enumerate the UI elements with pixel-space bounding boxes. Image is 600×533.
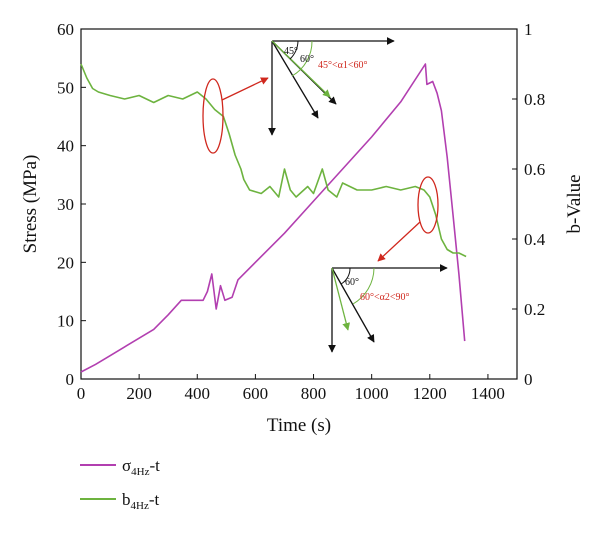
annotation-ellipse-top xyxy=(202,78,224,154)
y-left-tick-label: 30 xyxy=(57,195,74,214)
x-tick-label: 0 xyxy=(77,384,86,403)
x-axis-title: Time (s) xyxy=(267,415,331,436)
x-tick-label: 400 xyxy=(185,384,211,403)
x-axis-ticks: 0 200 400 600 800 1000 1200 1400 xyxy=(77,374,505,403)
y-left-tick-label: 50 xyxy=(57,78,74,97)
x-tick-label: 1200 xyxy=(413,384,447,403)
annotation-ellipse-bottom xyxy=(417,176,439,234)
y-left-tick-label: 40 xyxy=(57,137,74,156)
y-right-tick-label: 0.8 xyxy=(524,90,545,109)
y-right-axis-ticks: 0 0.2 0.4 0.6 0.8 1 xyxy=(512,20,546,389)
annotation-bottom: 60° 60°<α2<90° xyxy=(328,176,448,353)
y-left-axis-title: Stress (MPa) xyxy=(20,155,41,254)
y-left-tick-label: 10 xyxy=(57,312,74,331)
y-right-tick-label: 0.2 xyxy=(524,300,545,319)
x-tick-label: 200 xyxy=(126,384,152,403)
y-right-tick-label: 0.6 xyxy=(524,160,545,179)
series-line-1 xyxy=(80,63,467,258)
annotation-vector-green-bottom xyxy=(331,267,351,331)
annotation-top: 45° 60° 45°<α1<60° xyxy=(202,37,395,154)
y-left-tick-label: 20 xyxy=(57,253,74,272)
legend: σ4Hz-t b4Hz-t xyxy=(80,456,160,512)
legend-label-stress: σ4Hz-t xyxy=(122,456,160,478)
y-left-tick-label: 0 xyxy=(66,370,75,389)
annotation-range-top: 45°<α1<60° xyxy=(318,60,368,71)
y-right-tick-label: 0 xyxy=(524,370,533,389)
y-left-axis-ticks: 0 10 20 30 40 50 60 xyxy=(57,20,86,389)
legend-label-b-value: b4Hz-t xyxy=(122,490,159,512)
annotation-arc-60 xyxy=(291,40,313,77)
x-tick-label: 1000 xyxy=(355,384,389,403)
y-right-axis-title: b-Value xyxy=(564,174,585,233)
y-left-tick-label: 60 xyxy=(57,20,74,39)
annotation-angle-60-top: 60° xyxy=(300,54,314,65)
x-tick-label: 1400 xyxy=(471,384,505,403)
y-right-tick-label: 0.4 xyxy=(524,230,546,249)
annotation-vector-60 xyxy=(271,40,319,119)
annotation-angle-60-bottom: 60° xyxy=(345,277,359,288)
annotation-vector-60-bottom xyxy=(331,267,375,343)
annotation-arc-45 xyxy=(289,40,299,60)
series-layer xyxy=(80,63,467,373)
x-tick-label: 600 xyxy=(243,384,269,403)
x-tick-label: 800 xyxy=(301,384,327,403)
annotation-pointer-bottom xyxy=(377,221,421,262)
series-line-0 xyxy=(80,63,466,373)
annotation-range-bottom: 60°<α2<90° xyxy=(360,292,410,303)
y-right-tick-label: 1 xyxy=(524,20,533,39)
annotation-pointer-top xyxy=(221,77,269,101)
annotation-arc-90-bottom xyxy=(352,267,375,305)
annotation-arc-60-bottom xyxy=(340,267,351,285)
annotation-angle-45: 45° xyxy=(284,46,298,57)
